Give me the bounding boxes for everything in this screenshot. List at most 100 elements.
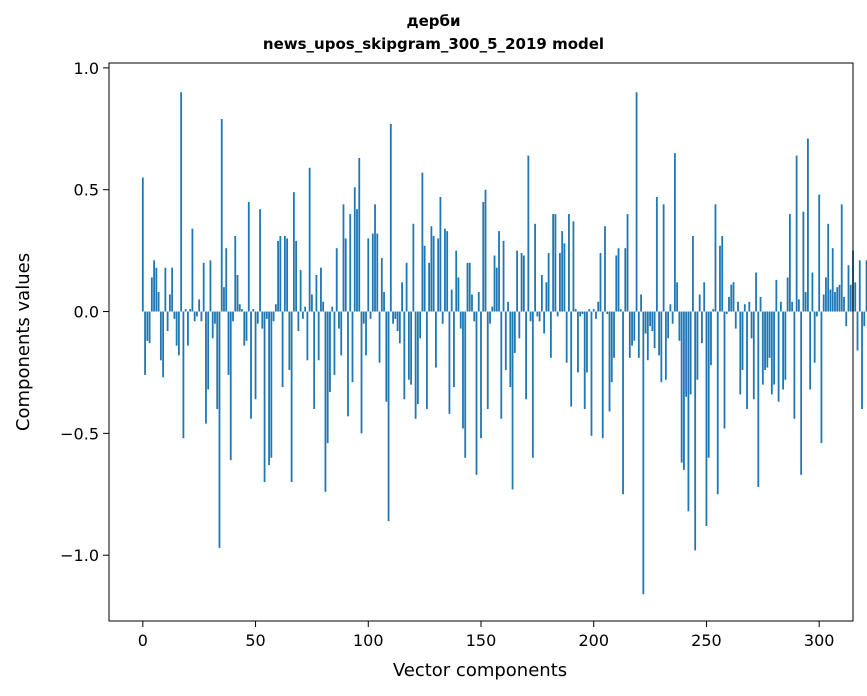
bar	[807, 138, 809, 312]
bar	[157, 292, 160, 312]
bar	[813, 311, 816, 363]
bar	[746, 311, 748, 410]
bar	[834, 292, 836, 312]
bar	[577, 311, 579, 373]
bar	[637, 311, 640, 358]
bar	[583, 311, 586, 410]
bar	[565, 311, 568, 363]
bar	[301, 311, 304, 319]
bar	[175, 311, 178, 346]
bar	[633, 311, 636, 341]
bar	[529, 311, 532, 322]
bar	[653, 311, 656, 349]
bar	[782, 311, 785, 390]
bar	[861, 311, 863, 410]
bar	[786, 277, 789, 312]
bar	[153, 260, 155, 312]
bar	[261, 311, 264, 329]
bar	[428, 262, 431, 312]
bar	[534, 223, 537, 312]
bar	[734, 311, 737, 329]
bar	[299, 270, 302, 312]
bar	[423, 245, 426, 312]
bar	[556, 311, 559, 317]
bar	[450, 289, 453, 312]
bar	[171, 267, 174, 312]
bar	[588, 309, 591, 312]
bar	[238, 304, 241, 312]
bar	[820, 311, 823, 444]
bar	[236, 274, 239, 312]
bar	[308, 167, 311, 312]
bar	[673, 153, 676, 312]
bar	[329, 311, 331, 392]
bar	[396, 311, 399, 332]
bar	[554, 214, 557, 312]
bar	[721, 236, 724, 312]
bar	[191, 228, 194, 312]
bar	[410, 311, 413, 385]
bar	[739, 311, 742, 395]
bar	[254, 311, 257, 400]
bar	[441, 311, 444, 324]
bar	[563, 243, 566, 312]
bar	[816, 311, 818, 317]
bar	[335, 248, 338, 312]
bar	[658, 311, 661, 356]
bar	[295, 240, 298, 312]
bar	[676, 282, 679, 312]
bar	[322, 301, 325, 312]
bar	[511, 311, 514, 490]
bar	[516, 250, 518, 312]
bar	[698, 294, 701, 312]
bar	[635, 92, 638, 312]
bar	[182, 311, 185, 439]
bar	[150, 277, 153, 312]
bar	[858, 260, 861, 312]
bar	[777, 311, 780, 402]
bar	[374, 204, 376, 312]
bar	[482, 201, 485, 312]
y-tick-label: 0.0	[74, 303, 99, 322]
bar	[484, 189, 487, 312]
bar	[331, 306, 334, 312]
x-tick-label: 250	[691, 631, 722, 650]
y-tick-label: −1.0	[60, 546, 99, 565]
bar	[694, 311, 697, 551]
bar	[471, 294, 473, 312]
bar	[649, 311, 651, 327]
bar	[498, 231, 500, 312]
bar	[561, 231, 564, 312]
bar	[716, 311, 719, 495]
bar	[696, 311, 699, 380]
x-tick-label: 200	[578, 631, 609, 650]
bar	[829, 289, 832, 312]
bar	[216, 311, 219, 410]
bar	[292, 192, 295, 312]
bar	[559, 253, 561, 312]
chart-title: дерби	[406, 12, 461, 30]
bar	[804, 292, 807, 312]
bar	[225, 248, 228, 312]
bar	[531, 311, 534, 458]
bar	[822, 294, 825, 312]
bar	[184, 309, 187, 312]
bar	[193, 311, 196, 322]
bar	[245, 311, 248, 341]
bar	[468, 262, 471, 312]
bar	[831, 248, 834, 312]
bar	[856, 311, 859, 351]
bar	[669, 304, 672, 312]
bar	[263, 311, 266, 483]
bar	[779, 301, 782, 312]
bar	[775, 279, 778, 312]
bar	[358, 158, 361, 312]
bar	[383, 292, 385, 312]
bar	[646, 311, 649, 361]
bar	[764, 311, 766, 371]
bar	[570, 311, 573, 407]
bar	[247, 201, 250, 312]
bar	[229, 311, 232, 461]
bar	[493, 255, 496, 312]
bar	[617, 248, 620, 312]
